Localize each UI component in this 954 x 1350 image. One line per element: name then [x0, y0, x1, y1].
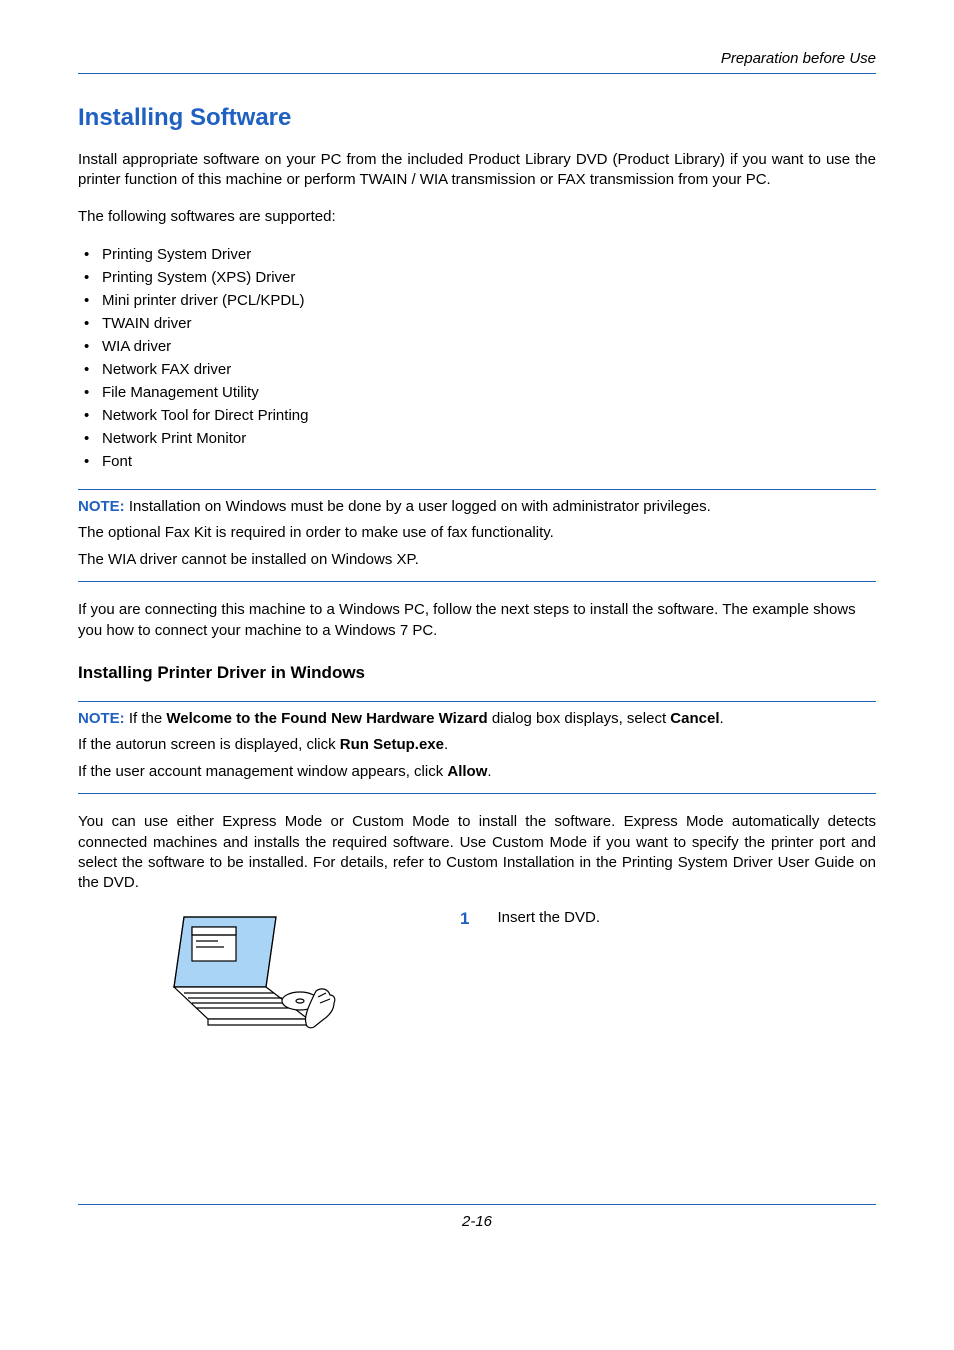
- note1-rest: Installation on Windows must be done by …: [125, 498, 711, 515]
- step-text: 1 Insert the DVD.: [460, 909, 876, 929]
- note-box-1: NOTE: Installation on Windows must be do…: [78, 489, 876, 583]
- running-head: Preparation before Use: [78, 50, 876, 73]
- subsection-title: Installing Printer Driver in Windows: [78, 663, 876, 683]
- note1-line2: The optional Fax Kit is required in orde…: [78, 522, 876, 545]
- note-box-2: NOTE: If the Welcome to the Found New Ha…: [78, 701, 876, 795]
- list-item: Network FAX driver: [78, 358, 876, 381]
- after-note2: You can use either Express Mode or Custo…: [78, 812, 876, 893]
- note-label: NOTE:: [78, 710, 125, 727]
- intro-paragraph: Install appropriate software on your PC …: [78, 150, 876, 191]
- step-row: 1 Insert the DVD.: [78, 909, 876, 1044]
- note-label: NOTE:: [78, 498, 125, 515]
- supported-lead: The following softwares are supported:: [78, 207, 876, 227]
- page-container: Preparation before Use Installing Softwa…: [0, 0, 954, 1350]
- note2-line3: If the user account management window ap…: [78, 761, 876, 784]
- after-note1: If you are connecting this machine to a …: [78, 600, 876, 641]
- list-item: TWAIN driver: [78, 312, 876, 335]
- note1-line3: The WIA driver cannot be installed on Wi…: [78, 549, 876, 572]
- list-item: Mini printer driver (PCL/KPDL): [78, 289, 876, 312]
- step-number: 1: [460, 909, 469, 929]
- header-rule: [78, 73, 876, 74]
- page-number: 2-16: [78, 1213, 876, 1230]
- list-item: Printing System (XPS) Driver: [78, 266, 876, 289]
- step-instruction: Insert the DVD.: [497, 909, 600, 929]
- page-footer: 2-16: [78, 1204, 876, 1230]
- list-item: File Management Utility: [78, 381, 876, 404]
- note2-line2: If the autorun screen is displayed, clic…: [78, 734, 876, 757]
- list-item: Network Print Monitor: [78, 427, 876, 450]
- footer-rule: [78, 1204, 876, 1205]
- list-item: Font: [78, 450, 876, 473]
- note2-line1: NOTE: If the Welcome to the Found New Ha…: [78, 708, 876, 731]
- list-item: Printing System Driver: [78, 243, 876, 266]
- list-item: Network Tool for Direct Printing: [78, 404, 876, 427]
- note1-line1: NOTE: Installation on Windows must be do…: [78, 496, 876, 519]
- laptop-dvd-illustration: [158, 909, 348, 1044]
- section-title: Installing Software: [78, 104, 876, 132]
- list-item: WIA driver: [78, 335, 876, 358]
- software-list: Printing System Driver Printing System (…: [78, 243, 876, 473]
